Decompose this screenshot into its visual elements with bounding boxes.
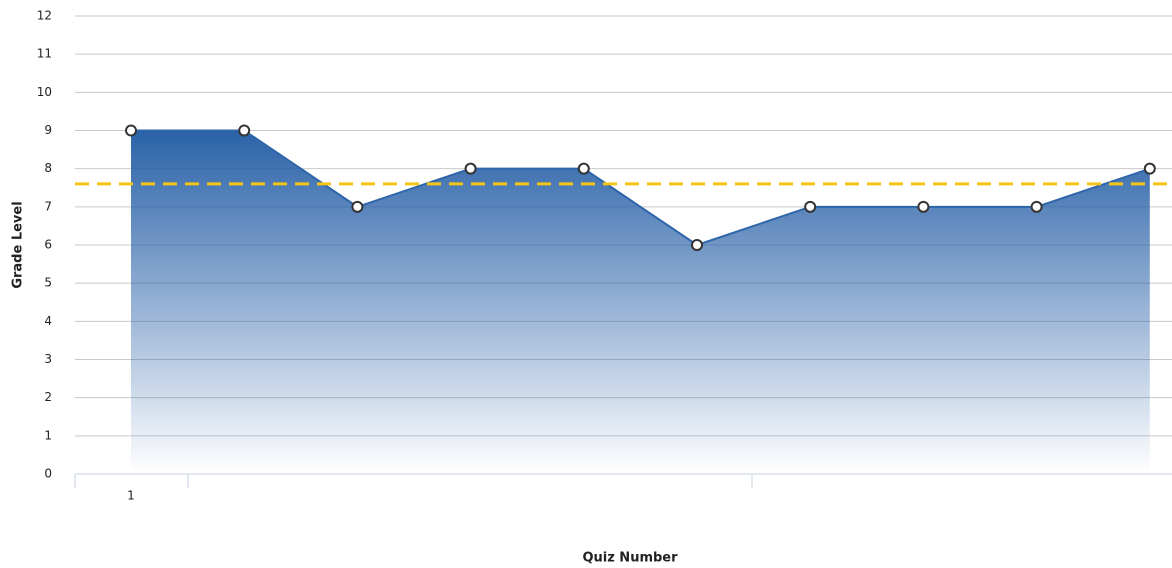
y-tick-label: 11 <box>37 47 52 61</box>
point <box>1143 162 1156 175</box>
y-tick-label: 10 <box>37 85 52 99</box>
point <box>464 162 477 175</box>
x-tick-label: 1 <box>127 489 135 503</box>
y-tick-label: 5 <box>44 276 52 290</box>
point <box>1030 200 1043 213</box>
line <box>131 129 1151 247</box>
y-tick-label: 0 <box>44 467 52 481</box>
y-tick-label: 8 <box>44 161 52 175</box>
y-tick-label: 3 <box>44 352 52 366</box>
y-tick-label: 4 <box>44 314 52 328</box>
point <box>238 124 251 137</box>
y-tick-label: 7 <box>44 199 52 213</box>
point <box>577 162 590 175</box>
point <box>125 124 137 137</box>
y-tick-label: 6 <box>44 238 52 252</box>
y-tick-label: 2 <box>44 390 52 404</box>
x-axis-title: Quiz Number <box>582 551 678 566</box>
y-tick-label: 9 <box>44 123 52 137</box>
area-fill <box>131 130 1150 474</box>
point <box>691 239 703 251</box>
y-tick-label: 12 <box>37 9 52 23</box>
point <box>804 200 817 213</box>
point <box>917 200 930 213</box>
y-tick-label: 1 <box>44 428 52 442</box>
y-axis-title: Grade Level <box>11 201 26 288</box>
point <box>351 200 364 213</box>
